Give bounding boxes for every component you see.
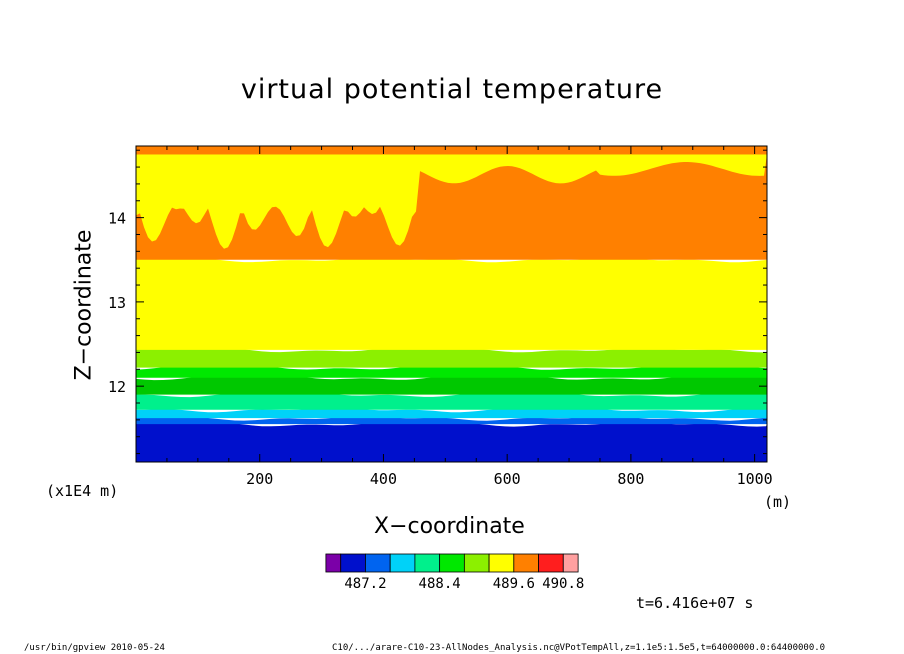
footer-left: /usr/bin/gpview 2010-05-24 <box>24 643 165 653</box>
y-unit-label: (x1E4 m) <box>46 482 119 500</box>
contour-band <box>136 257 767 350</box>
contour-band <box>136 375 767 395</box>
x-tick-label: 200 <box>246 470 273 488</box>
colorbar-swatch <box>365 553 391 573</box>
colorbar-label: 489.6 <box>493 576 535 592</box>
colorbar-label: 490.8 <box>542 576 584 592</box>
colorbar-label: 488.4 <box>419 576 461 592</box>
contour-band <box>136 392 767 410</box>
y-tick-label: 13 <box>108 294 126 312</box>
colorbar-swatch <box>340 553 366 573</box>
colorbar: 487.2 488.4 489.6 490.8 <box>325 553 584 592</box>
colorbar-swatch <box>389 553 416 573</box>
y-tick-label: 14 <box>108 210 126 228</box>
contour-band <box>136 154 767 249</box>
colorbar-swatch <box>513 553 539 573</box>
time-annotation: t=6.416e+07 s <box>636 594 754 612</box>
x-unit-label: (m) <box>764 493 792 511</box>
colorbar-label: 487.2 <box>344 576 386 592</box>
colorbar-swatch <box>414 553 441 573</box>
colorbar-swatch <box>325 553 342 573</box>
contour-band <box>136 421 767 462</box>
contour-band <box>136 365 767 378</box>
contour-field <box>136 146 767 462</box>
chart-title: virtual potential temperature <box>240 74 664 105</box>
plot-frame <box>135 145 768 463</box>
x-tick-label: 1000 <box>737 470 773 488</box>
colorbar-swatch <box>562 553 579 573</box>
contour-band <box>136 146 767 155</box>
x-tick-label: 800 <box>617 470 644 488</box>
colorbar-swatch <box>488 553 515 573</box>
x-tick-label: 600 <box>494 470 521 488</box>
contour-band <box>136 407 767 419</box>
footer-right: C10/.../arare-C10-23-AllNodes_Analysis.n… <box>332 643 826 653</box>
plot-axes: 200 400 600 800 1000 12 13 14 <box>108 145 773 488</box>
x-axis-label: X−coordinate <box>374 514 525 539</box>
contour-band <box>136 347 767 368</box>
x-tick-label: 400 <box>370 470 397 488</box>
colorbar-swatch <box>538 553 564 573</box>
y-tick-label: 12 <box>108 378 126 396</box>
colorbar-swatch <box>463 553 490 573</box>
colorbar-swatch <box>439 553 465 573</box>
y-axis-label: Z−coordinate <box>71 229 97 381</box>
